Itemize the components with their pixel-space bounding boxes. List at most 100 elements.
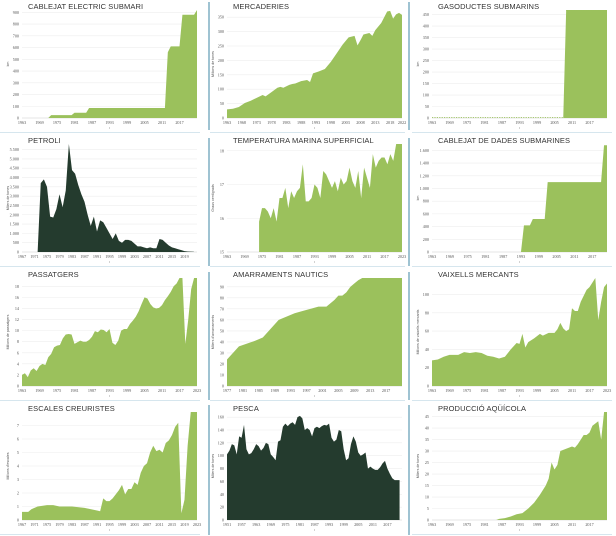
x-tick-label: 1999 bbox=[533, 120, 541, 125]
y-tick-label: 200 bbox=[423, 70, 429, 75]
x-tick-label: 1999 bbox=[533, 388, 541, 393]
x-tick-label: 2023 bbox=[193, 522, 201, 527]
y-tick-label: 350 bbox=[218, 15, 224, 20]
x-tick-label: 2001 bbox=[318, 388, 326, 393]
divider bbox=[208, 2, 210, 130]
y-axis-label: km bbox=[416, 196, 420, 201]
y-tick-label: 800 bbox=[423, 199, 429, 204]
y-tick-label: 100 bbox=[218, 453, 224, 458]
x-tick-label: 1975 bbox=[53, 388, 61, 393]
chart-title: CABLEJAT ELECTRIC SUBMARI bbox=[28, 2, 143, 11]
x-tick-label: 1987 bbox=[498, 522, 506, 527]
x-tick-label: 2003 bbox=[341, 120, 349, 125]
y-tick-label: 16 bbox=[15, 295, 19, 300]
y-tick-label: 60 bbox=[220, 479, 224, 484]
y-tick-label: 0 bbox=[17, 384, 19, 389]
x-tick-label: 1957 bbox=[237, 522, 245, 527]
y-tick-label: 600 bbox=[423, 211, 429, 216]
y-tick-label: 5.000 bbox=[10, 156, 19, 161]
chart-svg-mercaderies: 0 50 100 150 200 250 300 350 1963 1968 1973 1978 198… bbox=[211, 2, 406, 129]
x-tick-label: 2019 bbox=[180, 254, 188, 259]
x-tick-label: 1963 bbox=[428, 120, 436, 125]
x-tick-label: 2005 bbox=[140, 388, 148, 393]
y-tick-label: 500 bbox=[13, 240, 19, 245]
x-tick-label: 1995 bbox=[105, 254, 113, 259]
y-tick-label: 1 bbox=[17, 504, 19, 509]
y-tick-label: 40 bbox=[425, 347, 429, 352]
chart-svg-passatgers: 0 2 4 6 8 10 12 14 16 18 1963 1969 1975 1981 1987 1993 1… bbox=[6, 270, 201, 397]
x-tick-label: 1963 bbox=[223, 254, 231, 259]
y-tick-label: 14 bbox=[15, 306, 20, 311]
chart-temperatura: 15 16 17 18 1963 1969 1975 1981 1987 1993 1999 2005… bbox=[205, 134, 410, 268]
x-tick-label: 2007 bbox=[143, 522, 151, 527]
x-tick-label: 1951 bbox=[223, 522, 231, 527]
divider bbox=[208, 405, 210, 535]
y-tick-label: 100 bbox=[423, 93, 429, 98]
y-tick-label: 40 bbox=[425, 426, 429, 431]
x-tick-label: 2011 bbox=[158, 388, 166, 393]
y-tick-label: 16 bbox=[220, 216, 224, 221]
y-tick-label: 30 bbox=[220, 350, 224, 355]
y-tick-label: 0 bbox=[222, 384, 224, 389]
y-tick-label: 60 bbox=[425, 329, 429, 334]
x-tick-label: 2023 bbox=[193, 388, 201, 393]
x-tick-label: 2017 bbox=[588, 254, 596, 259]
y-tick-label: 400 bbox=[423, 24, 429, 29]
x-tick-label: 2011 bbox=[568, 388, 576, 393]
x-tick-label: 2008 bbox=[356, 120, 364, 125]
y-tick-label: 50 bbox=[425, 104, 429, 109]
y-tick-label: 18 bbox=[220, 148, 224, 153]
divider bbox=[210, 266, 405, 267]
area-series bbox=[22, 412, 197, 520]
y-tick-label: 150 bbox=[218, 72, 224, 77]
y-tick-label: 0 bbox=[222, 518, 224, 523]
y-tick-label: 2 bbox=[17, 491, 19, 496]
x-tick-label: 1967 bbox=[18, 254, 26, 259]
chart-produccio-aquicola: 0 5 10 15 20 25 30 35 40 45 1963 1969 1975 1981 1987 19… bbox=[410, 402, 615, 536]
x-tick-label: 2018 bbox=[386, 120, 394, 125]
x-tick-label: 1978 bbox=[267, 120, 275, 125]
divider bbox=[408, 2, 410, 130]
chart-cablejat-electric: 0 100 200 300 400 500 600 700 800 900 1963 1969 1975… bbox=[0, 0, 205, 134]
x-tick-label: 2017 bbox=[175, 120, 183, 125]
x-tick-label: 1969 bbox=[35, 388, 43, 393]
x-tick-label: 1975 bbox=[463, 120, 471, 125]
x-tick-label: 1981 bbox=[296, 522, 304, 527]
axis-dot bbox=[519, 261, 520, 263]
y-tick-label: 5 bbox=[427, 506, 429, 511]
x-tick-label: 1987 bbox=[310, 522, 318, 527]
y-tick-label: 90 bbox=[220, 284, 224, 289]
x-tick-label: 2005 bbox=[550, 388, 558, 393]
divider bbox=[412, 534, 612, 535]
chart-svg-cablejat-dades: 0 200 400 600 800 1.000 1.200 1.400 1.600 1963 196… bbox=[416, 136, 607, 263]
x-tick-label: 1985 bbox=[255, 388, 263, 393]
x-tick-label: 1963 bbox=[428, 254, 436, 259]
y-tick-label: 3 bbox=[17, 477, 19, 482]
x-tick-label: 2011 bbox=[155, 254, 163, 259]
area-series bbox=[22, 10, 197, 118]
y-tick-label: 0 bbox=[222, 116, 224, 121]
area-series bbox=[22, 278, 197, 386]
x-tick-label: 1977 bbox=[223, 388, 231, 393]
y-tick-label: 350 bbox=[423, 35, 429, 40]
chart-title: TEMPERATURA MARINA SUPERFICIAL bbox=[233, 136, 374, 145]
y-tick-label: 50 bbox=[220, 101, 224, 106]
x-tick-label: 1963 bbox=[252, 522, 260, 527]
area-series bbox=[259, 144, 402, 252]
y-tick-label: 100 bbox=[13, 104, 19, 109]
x-tick-label: 2017 bbox=[585, 120, 593, 125]
x-tick-label: 1981 bbox=[239, 388, 247, 393]
x-tick-label: 1971 bbox=[30, 522, 38, 527]
y-axis-label: Milions de passatgers bbox=[6, 314, 10, 349]
y-tick-label: 1.400 bbox=[420, 161, 429, 166]
x-tick-label: 1963 bbox=[18, 120, 26, 125]
chart-svg-produccio-aquicola: 0 5 10 15 20 25 30 35 40 45 1963 1969 1975 1981 1987 19… bbox=[416, 404, 607, 531]
axis-dot bbox=[109, 261, 110, 263]
chart-gasoductes: 0 50 100 150 200 250 300 350 400 450 1963 1969 1975 1… bbox=[410, 0, 615, 134]
x-tick-label: 1963 bbox=[428, 388, 436, 393]
y-axis-label: Milions de tones bbox=[211, 51, 215, 77]
y-axis-label: km bbox=[6, 62, 10, 67]
y-tick-label: 4 bbox=[17, 464, 20, 469]
y-tick-label: 150 bbox=[423, 81, 429, 86]
axis-dot bbox=[519, 529, 520, 531]
